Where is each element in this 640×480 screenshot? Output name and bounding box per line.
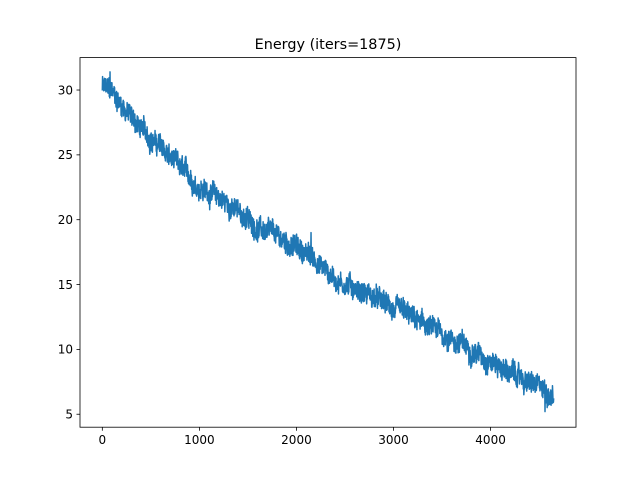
y-tick-label: 5 [65, 408, 73, 422]
x-tick-label: 1000 [184, 433, 215, 447]
y-tick-label: 20 [58, 213, 73, 227]
plot-frame [79, 57, 577, 428]
energy-series-line [101, 71, 555, 413]
y-tick-label: 25 [58, 148, 73, 162]
x-tick-label: 0 [99, 433, 107, 447]
x-tick-label: 3000 [378, 433, 409, 447]
y-tick-label: 15 [58, 278, 73, 292]
x-axis-ticks: 0 1000 2000 3000 4000 [99, 427, 506, 447]
y-axis-ticks: 5 10 15 20 25 30 [58, 83, 80, 422]
y-tick-label: 30 [58, 83, 73, 97]
y-tick-label: 10 [58, 343, 73, 357]
x-tick-label: 2000 [281, 433, 312, 447]
chart-title: Energy (iters=1875) [255, 37, 402, 53]
x-tick-label: 4000 [475, 433, 506, 447]
series-layer [101, 71, 555, 413]
